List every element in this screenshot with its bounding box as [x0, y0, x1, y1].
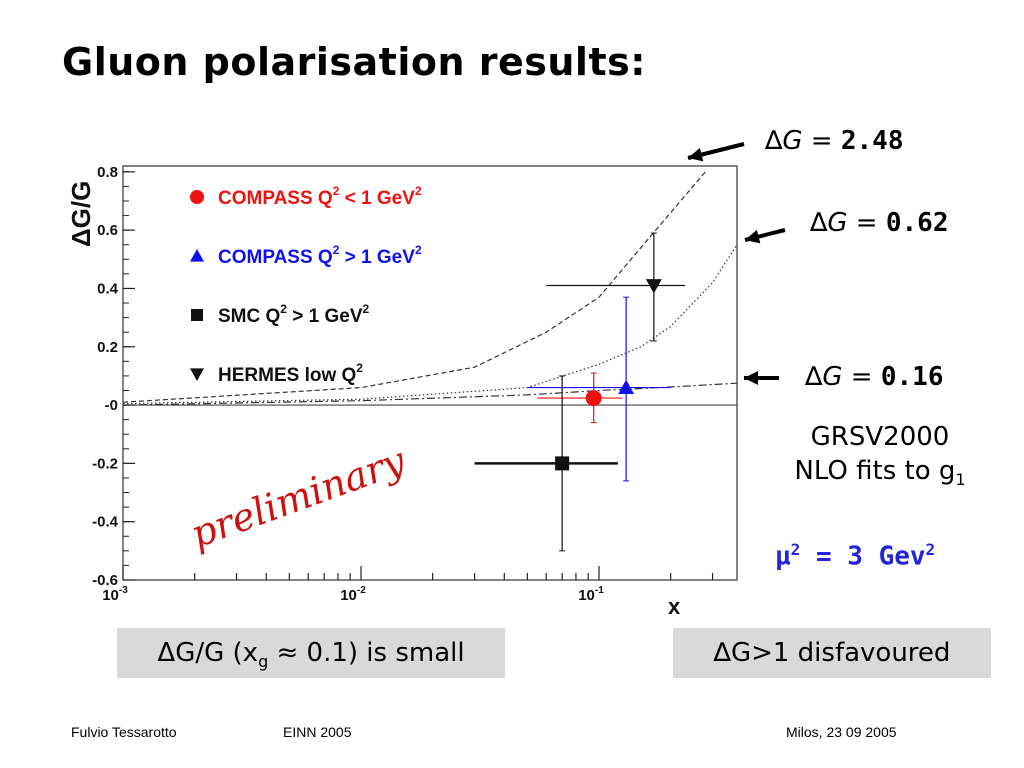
legend-label: SMC Q2 > 1 GeV2: [218, 302, 370, 327]
footer-conference: EINN 2005: [283, 724, 352, 740]
grsv-line-2: NLO fits to g1: [750, 454, 1010, 497]
curve-1: [122, 171, 706, 403]
arrow-dg-0-62-head: [745, 229, 761, 244]
grsv-line-2-text: NLO fits to g: [794, 456, 956, 486]
plot-frame: [122, 165, 738, 581]
annotation-label: ∆G =: [765, 126, 833, 156]
y-tick-label: -0.4: [92, 514, 119, 531]
mu-text: = 3 Gev: [800, 541, 926, 572]
page-title: Gluon polarisation results:: [62, 40, 646, 84]
x-tick-label: 10-1: [578, 585, 604, 604]
annotation-label: ∆G =: [810, 208, 878, 238]
legend-label: HERMES low Q2: [218, 361, 363, 386]
y-tick-label: -0.2: [92, 455, 118, 472]
grsv-caption: GRSV2000 NLO fits to g1: [750, 420, 1010, 497]
footer-place-date: Milos, 23 09 2005: [786, 724, 897, 740]
curves-group: [122, 171, 738, 406]
box-left-sub: g: [258, 652, 269, 672]
annotation-dg-0-62: ∆G = 0.62: [810, 208, 948, 238]
data-point-triangle-down: [645, 279, 662, 294]
annotation-arrows: [687, 142, 786, 385]
annotation-value: 0.16: [880, 362, 944, 392]
data-points-group: [474, 232, 686, 552]
y-tick-label: 0.6: [97, 222, 118, 239]
legend-marker-triangle-down: [190, 368, 204, 381]
legend-label: COMPASS Q2 < 1 GeV2: [218, 184, 422, 209]
y-tick-label: 0.4: [97, 280, 119, 297]
curve-2: [122, 244, 738, 405]
annotation-dg-0-16: ∆G = 0.16: [805, 362, 943, 392]
annotation-value: 2.48: [840, 126, 904, 156]
plot-frame-rect: [122, 165, 738, 581]
data-point-triangle-up: [618, 379, 635, 394]
grsv-line-1: GRSV2000: [810, 422, 950, 452]
mu-sup-2: 2: [925, 540, 936, 559]
annotation-value: 0.62: [885, 208, 949, 238]
conclusion-disfavoured-box: ∆G>1 disfavoured: [673, 628, 991, 678]
x-axis-label: x: [668, 594, 681, 619]
box-left-suffix: ≈ 0.1) is small: [268, 638, 465, 668]
x-tick-label: 10-2: [340, 585, 366, 604]
mu-symbol: µ: [775, 541, 791, 572]
axes-group: 0.8 0.6 0.4 0.2 -0 -0.2 -0.4 -0.610-3 10-2 10-1 x Δ…: [66, 164, 714, 619]
legend-marker-circle: [190, 190, 204, 204]
conclusion-small-box: ΔG/G (xg ≈ 0.1) is small: [117, 628, 505, 678]
x-tick-label: 10-3: [102, 585, 128, 604]
y-axis-label: ΔG/G: [66, 181, 96, 247]
legend-marker-square: [191, 309, 203, 321]
arrow-dg-2-48-head: [688, 147, 704, 162]
data-point-square: [555, 456, 570, 471]
legend-label: COMPASS Q2 > 1 GeV2: [218, 243, 422, 268]
legend-marker-triangle-up: [190, 249, 204, 262]
mu-sup: 2: [790, 540, 801, 559]
data-point-circle: [585, 390, 602, 407]
y-tick-label: -0.6: [92, 572, 118, 589]
annotation-label: ∆G =: [805, 362, 873, 392]
y-tick-label: 0.2: [97, 339, 118, 356]
footer-author: Fulvio Tessarotto: [71, 724, 177, 740]
y-tick-label: -0: [105, 397, 118, 414]
scale-note: µ2 = 3 Gev2: [775, 540, 935, 572]
annotation-dg-2-48: ∆G = 2.48: [765, 126, 903, 156]
grsv-line-2-sub: 1: [955, 470, 966, 490]
arrow-dg-0-16-head: [744, 371, 758, 385]
curve-3: [122, 382, 738, 406]
box-left-text: ΔG/G (x: [157, 638, 259, 668]
y-tick-label: 0.8: [97, 164, 118, 181]
